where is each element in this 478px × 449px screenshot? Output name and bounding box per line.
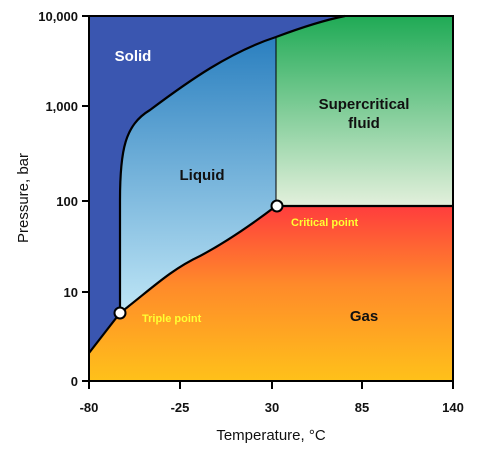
supercritical-region (276, 16, 453, 206)
critical-point-marker (270, 199, 284, 213)
x-tick-label: 30 (265, 400, 279, 415)
y-tick-label: 1,000 (45, 99, 78, 114)
x-tick-label: 85 (355, 400, 369, 415)
x-tick-label: -80 (80, 400, 99, 415)
critical-point-label: Critical point (291, 217, 359, 229)
x-axis (88, 381, 454, 389)
liquid-label: Liquid (180, 167, 225, 184)
y-tick-label: 100 (56, 194, 78, 209)
y-tick-label: 10,000 (38, 9, 78, 24)
gas-region (89, 206, 453, 381)
x-tick-label: 140 (442, 400, 464, 415)
gas-label: Gas (350, 308, 378, 325)
x-tick-label: -25 (171, 400, 190, 415)
melting-curve (118, 14, 346, 313)
y-tick-label: 0 (71, 374, 78, 389)
triple-point-label: Triple point (142, 313, 202, 325)
vaporization-curve (119, 204, 453, 314)
triple-point-marker (113, 306, 127, 320)
y-axis (82, 15, 89, 382)
solid-label: Solid (115, 48, 152, 65)
y-tick-label: 10 (64, 285, 78, 300)
supercritical-label: Supercritical (319, 96, 410, 113)
liquid-region (120, 37, 276, 313)
y-axis-title: Pressure, bar (15, 153, 32, 243)
x-axis-title: Temperature, °C (216, 427, 326, 444)
sublimation-curve (88, 312, 121, 354)
supercritical-label-line2: fluid (348, 115, 380, 132)
